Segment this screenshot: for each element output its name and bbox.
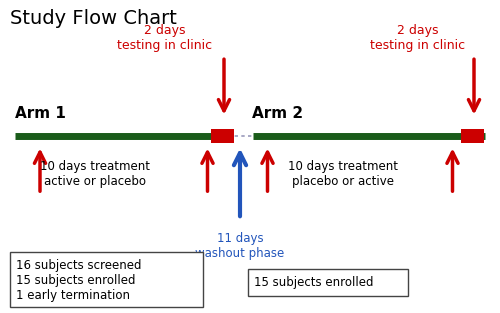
Text: Study Flow Chart: Study Flow Chart	[10, 9, 177, 28]
Text: 2 days
testing in clinic: 2 days testing in clinic	[118, 24, 212, 52]
Text: Arm 1: Arm 1	[15, 105, 66, 121]
FancyBboxPatch shape	[10, 252, 202, 307]
Text: 11 days
washout phase: 11 days washout phase	[196, 232, 284, 260]
FancyBboxPatch shape	[211, 129, 234, 143]
Text: 15 subjects enrolled: 15 subjects enrolled	[254, 275, 374, 289]
Text: 2 days
testing in clinic: 2 days testing in clinic	[370, 24, 465, 52]
Text: 16 subjects screened
15 subjects enrolled
1 early termination: 16 subjects screened 15 subjects enrolle…	[16, 259, 142, 302]
FancyBboxPatch shape	[248, 269, 408, 296]
Text: 10 days treatment
placebo or active: 10 days treatment placebo or active	[288, 160, 398, 188]
Text: Arm 2: Arm 2	[252, 105, 304, 121]
Text: 10 days treatment
active or placebo: 10 days treatment active or placebo	[40, 160, 150, 188]
FancyBboxPatch shape	[461, 129, 484, 143]
